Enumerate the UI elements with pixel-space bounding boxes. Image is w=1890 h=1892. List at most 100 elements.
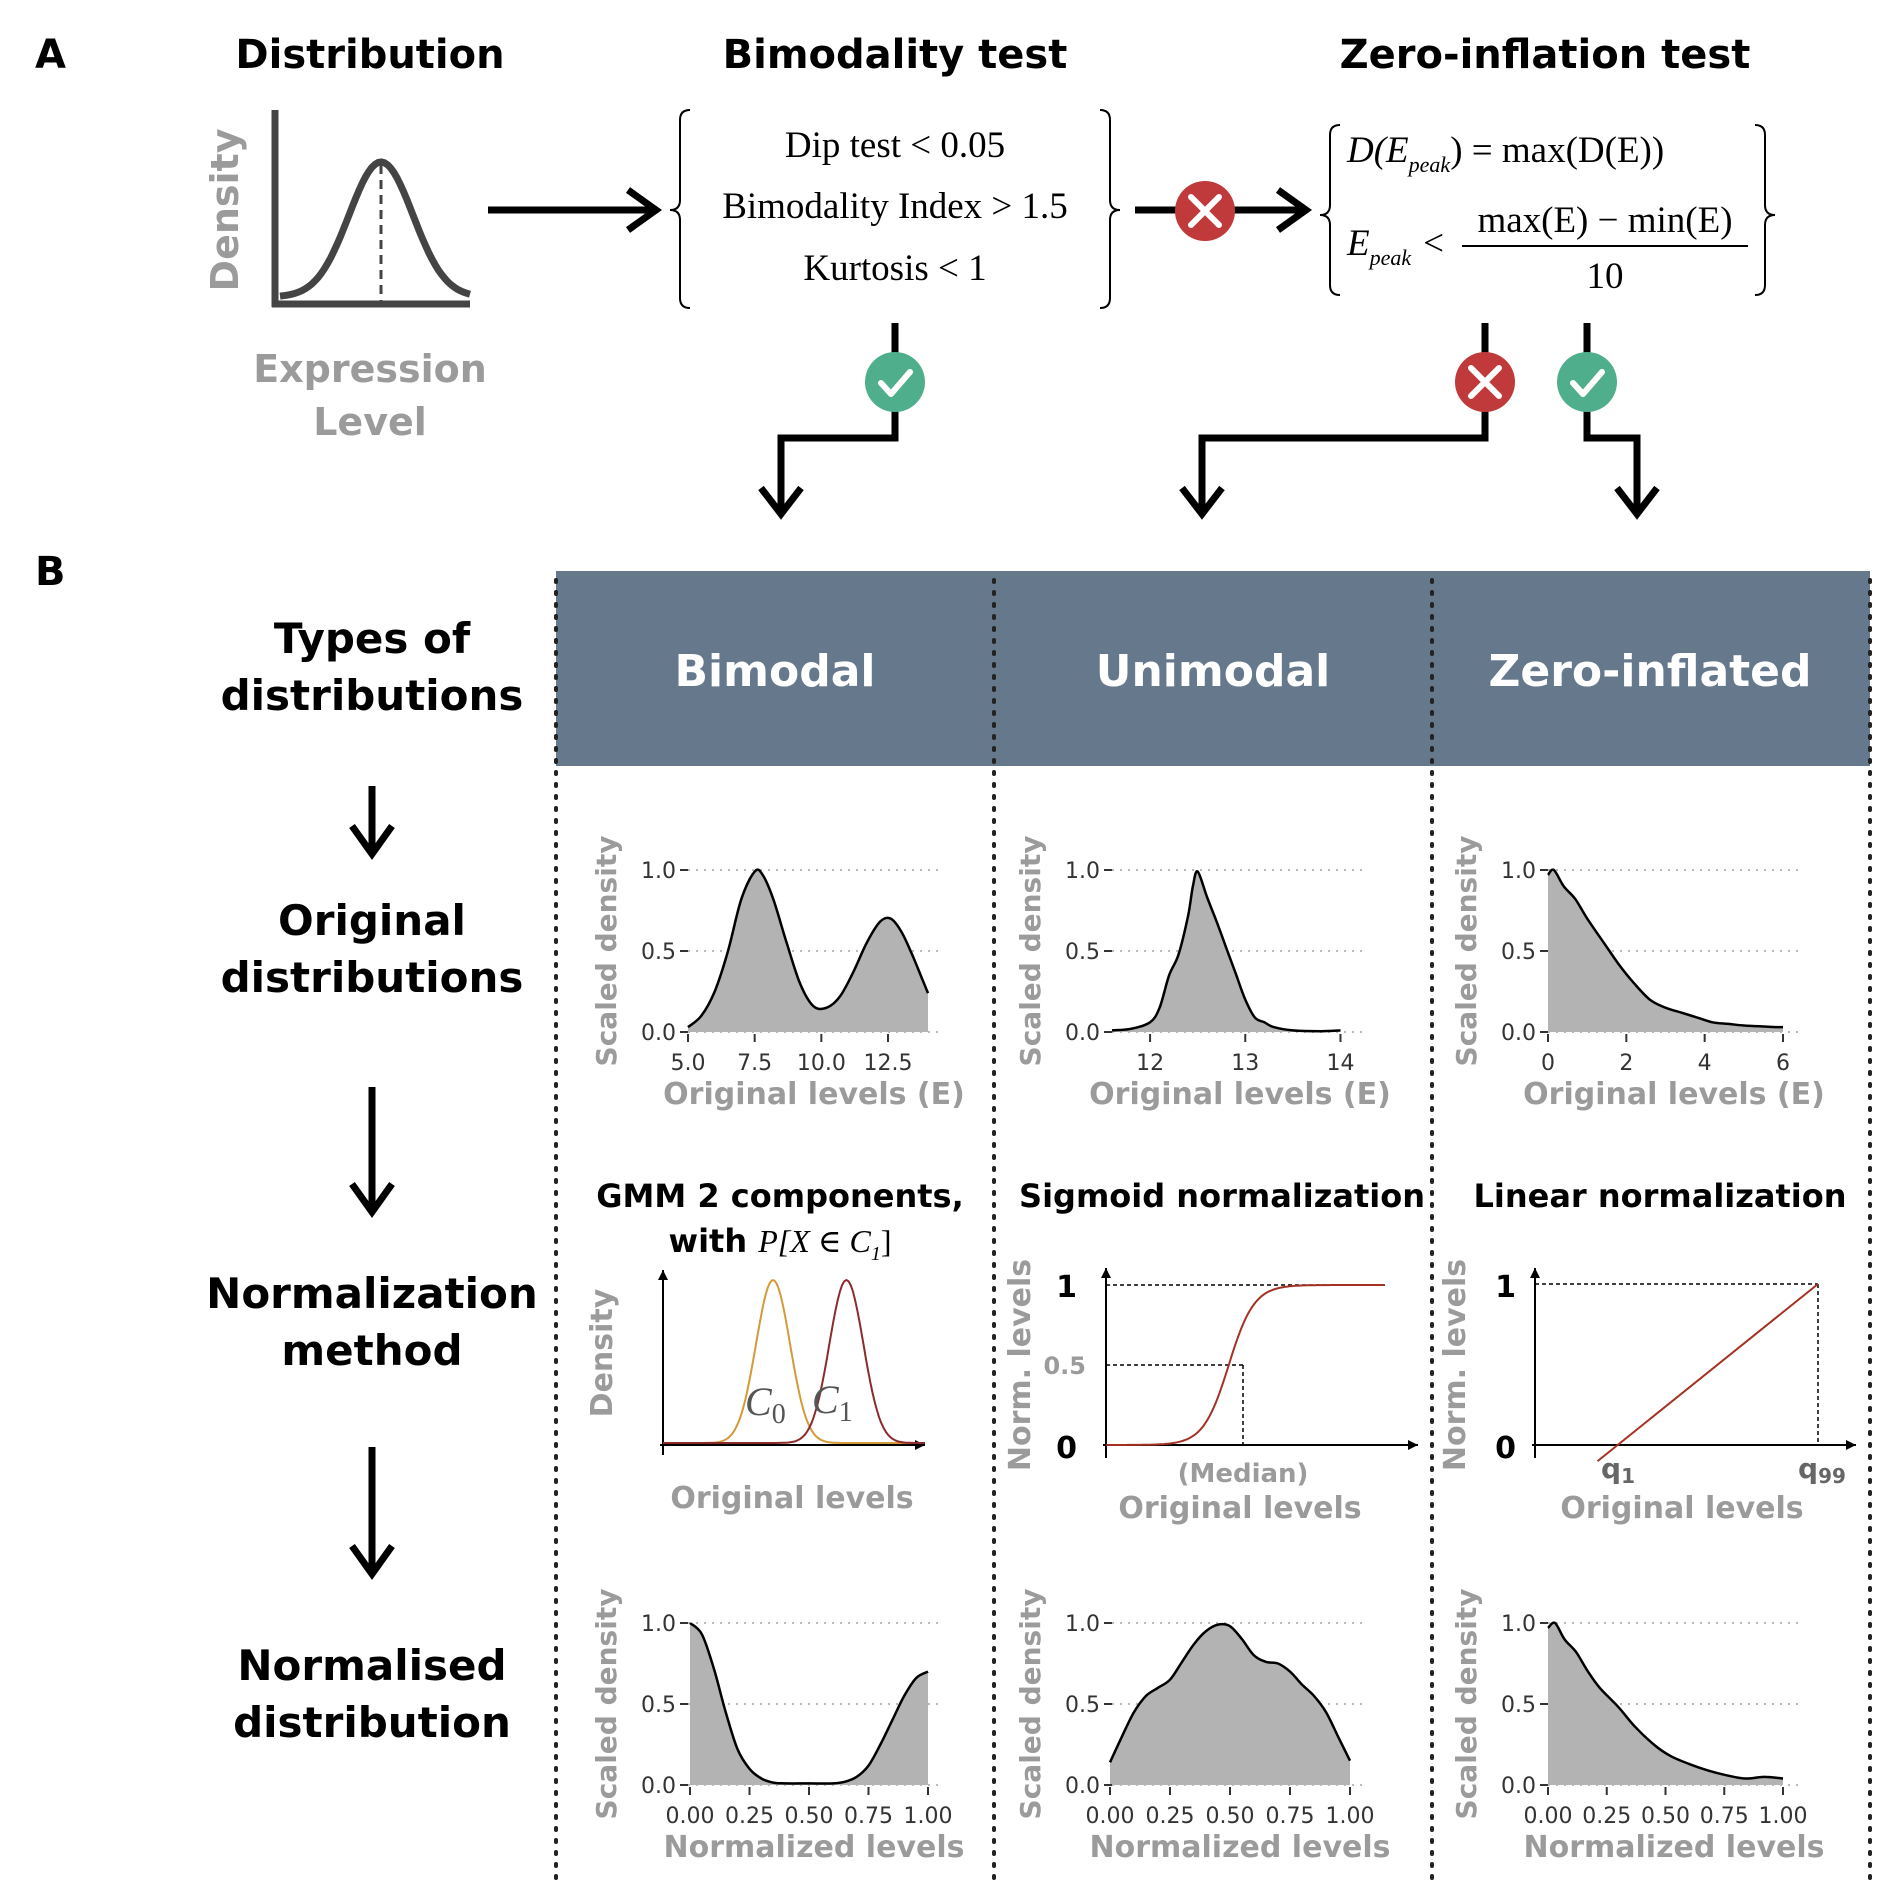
linear-normalization-line	[1596, 1283, 1819, 1462]
gmm-component-c1-curve	[663, 1278, 925, 1444]
pass-badge-zero-inflation	[1557, 352, 1617, 412]
x-tick-label: 1.00	[1759, 1804, 1808, 1829]
x-axis-label: Normalized levels	[664, 1830, 965, 1865]
y-tick-label: 0.0	[641, 1774, 676, 1799]
x-tick-label: 12	[1136, 1051, 1164, 1076]
density-area	[690, 1623, 928, 1785]
y-axis-label: Scaled density	[1014, 1589, 1047, 1820]
gmm-title-sub: 1	[871, 1243, 881, 1265]
row-label-types-line1: Types of	[274, 614, 471, 663]
y-tick-label: 0.0	[1501, 1021, 1536, 1046]
gmm-label-c1: C1	[812, 1377, 853, 1428]
q99-letter: q	[1798, 1452, 1818, 1485]
x-axis-label: Original levels (E)	[1089, 1077, 1391, 1112]
sigmoid-tick-0: 0	[1056, 1431, 1077, 1466]
row-arrow-2	[349, 1087, 395, 1219]
check-icon	[878, 369, 913, 397]
x-axis-label: Normalized levels	[1524, 1830, 1825, 1865]
column-header-unimodal: Unimodal	[1096, 646, 1330, 697]
row-label-normalised-line2: distribution	[233, 1698, 511, 1747]
bimodality-left-brace	[669, 109, 691, 309]
y-tick-label: 1.0	[641, 1612, 676, 1637]
y-tick-label: 0.0	[1065, 1021, 1100, 1046]
eq2-lhs: E	[1346, 223, 1370, 264]
eq1-rhs: ) = max(D(E))	[1450, 130, 1664, 171]
x-tick-label: 14	[1326, 1051, 1354, 1076]
x-tick-label: 1.00	[1326, 1804, 1375, 1829]
bimodality-condition-dip: Dip test < 0.05	[785, 125, 1005, 166]
density-curve	[689, 1622, 929, 1785]
y-tick-label: 0.5	[1065, 940, 1100, 965]
x-tick-label: 0.75	[844, 1804, 893, 1829]
column-header-band	[556, 571, 1870, 766]
zero-inflated-normalised-plot: 0.0 0.5 1.0 0.00 0.25 0.50 0.75 1.00Normalized …	[1450, 1589, 1824, 1865]
x-tick-label: 5.0	[671, 1051, 706, 1076]
pass-badge-bimodality	[865, 352, 925, 412]
panel-b-label: B	[35, 549, 66, 595]
zero-inflation-eq2-lhs: Epeak <	[1346, 223, 1444, 270]
bimodality-condition-index: Bimodality Index > 1.5	[722, 186, 1068, 227]
x-tick-label: 0.00	[1524, 1804, 1573, 1829]
density-area	[688, 869, 928, 1032]
close-icon	[1188, 194, 1222, 228]
gmm-title-line2: with P[X ∈ C1]	[669, 1222, 892, 1265]
gmm-c0-letter: C	[745, 1379, 773, 1424]
sigmoid-tick-1: 1	[1056, 1270, 1077, 1305]
linear-title: Linear normalization	[1473, 1177, 1846, 1215]
close-icon	[1468, 365, 1502, 399]
x-tick-label: 0.00	[666, 1804, 715, 1829]
q99-sub: 99	[1818, 1464, 1846, 1488]
x-tick-label: 0	[1541, 1051, 1555, 1076]
x-tick-label: 7.5	[737, 1051, 772, 1076]
y-tick-label: 0.5	[641, 1693, 676, 1718]
row-label-method-line1: Normalization	[206, 1269, 538, 1318]
density-curve	[1547, 1621, 1784, 1780]
connector-unimodal	[1179, 323, 1489, 520]
linear-tick-1: 1	[1495, 1270, 1516, 1305]
arrow-head-to-bimodality	[625, 187, 663, 233]
eq1-sub: peak	[1407, 152, 1452, 177]
bimodality-right-brace	[1099, 109, 1121, 309]
x-axis-label: Original levels (E)	[663, 1077, 965, 1112]
y-axis-label: Scaled density	[590, 1589, 623, 1820]
distribution-ylabel: Density	[203, 128, 247, 291]
column-header-bimodal: Bimodal	[675, 646, 876, 697]
column-header-zero-inflated: Zero-inflated	[1488, 646, 1811, 697]
row-arrow-3	[349, 1447, 395, 1581]
gmm-title-end: ]	[881, 1223, 892, 1259]
y-axis-label: Scaled density	[1450, 1589, 1483, 1820]
gmm-c0-sub: 0	[772, 1399, 786, 1430]
gmm-c1-letter: C	[812, 1377, 840, 1422]
eq2-op: <	[1423, 223, 1444, 264]
gmm-title-math: P[X ∈ C	[757, 1223, 871, 1259]
bimodal-normalised-plot: 0.0 0.5 1.0 0.00 0.25 0.50 0.75 1.00Normalized …	[590, 1589, 964, 1865]
linear-q99-label: q99	[1798, 1452, 1846, 1488]
y-tick-label: 0.5	[1065, 1693, 1100, 1718]
row-arrow-1	[349, 786, 395, 861]
fail-badge-zero-inflation	[1455, 352, 1515, 412]
x-tick-label: 0.50	[1206, 1804, 1255, 1829]
linear-ylabel: Norm. levels	[1438, 1259, 1473, 1471]
zero-inflation-test-title: Zero-inflation test	[1340, 32, 1751, 78]
unimodal-normalised-plot: 0.0 0.5 1.0 0.00 0.25 0.50 0.75 1.00Normalized …	[1014, 1589, 1390, 1865]
x-tick-label: 0.50	[1641, 1804, 1690, 1829]
y-tick-label: 1.0	[1065, 1612, 1100, 1637]
density-area	[1548, 1622, 1783, 1785]
bell-curve	[279, 158, 471, 300]
gmm-c1-sub: 1	[839, 1397, 853, 1428]
sigmoid-tick-0-5: 0.5	[1043, 1352, 1086, 1380]
x-tick-label: 0.25	[1146, 1804, 1195, 1829]
density-curve	[1111, 870, 1341, 1033]
x-tick-label: 2	[1619, 1051, 1633, 1076]
linear-xlabel: Original levels	[1560, 1491, 1803, 1526]
q1-sub: 1	[1621, 1464, 1635, 1488]
x-tick-label: 0.50	[785, 1804, 834, 1829]
q1-letter: q	[1601, 1452, 1621, 1485]
y-axis-label: Scaled density	[590, 836, 623, 1067]
fail-badge-bimodality	[1175, 181, 1235, 241]
density-area	[1548, 869, 1783, 1032]
row-label-original-line2: distributions	[221, 953, 524, 1002]
